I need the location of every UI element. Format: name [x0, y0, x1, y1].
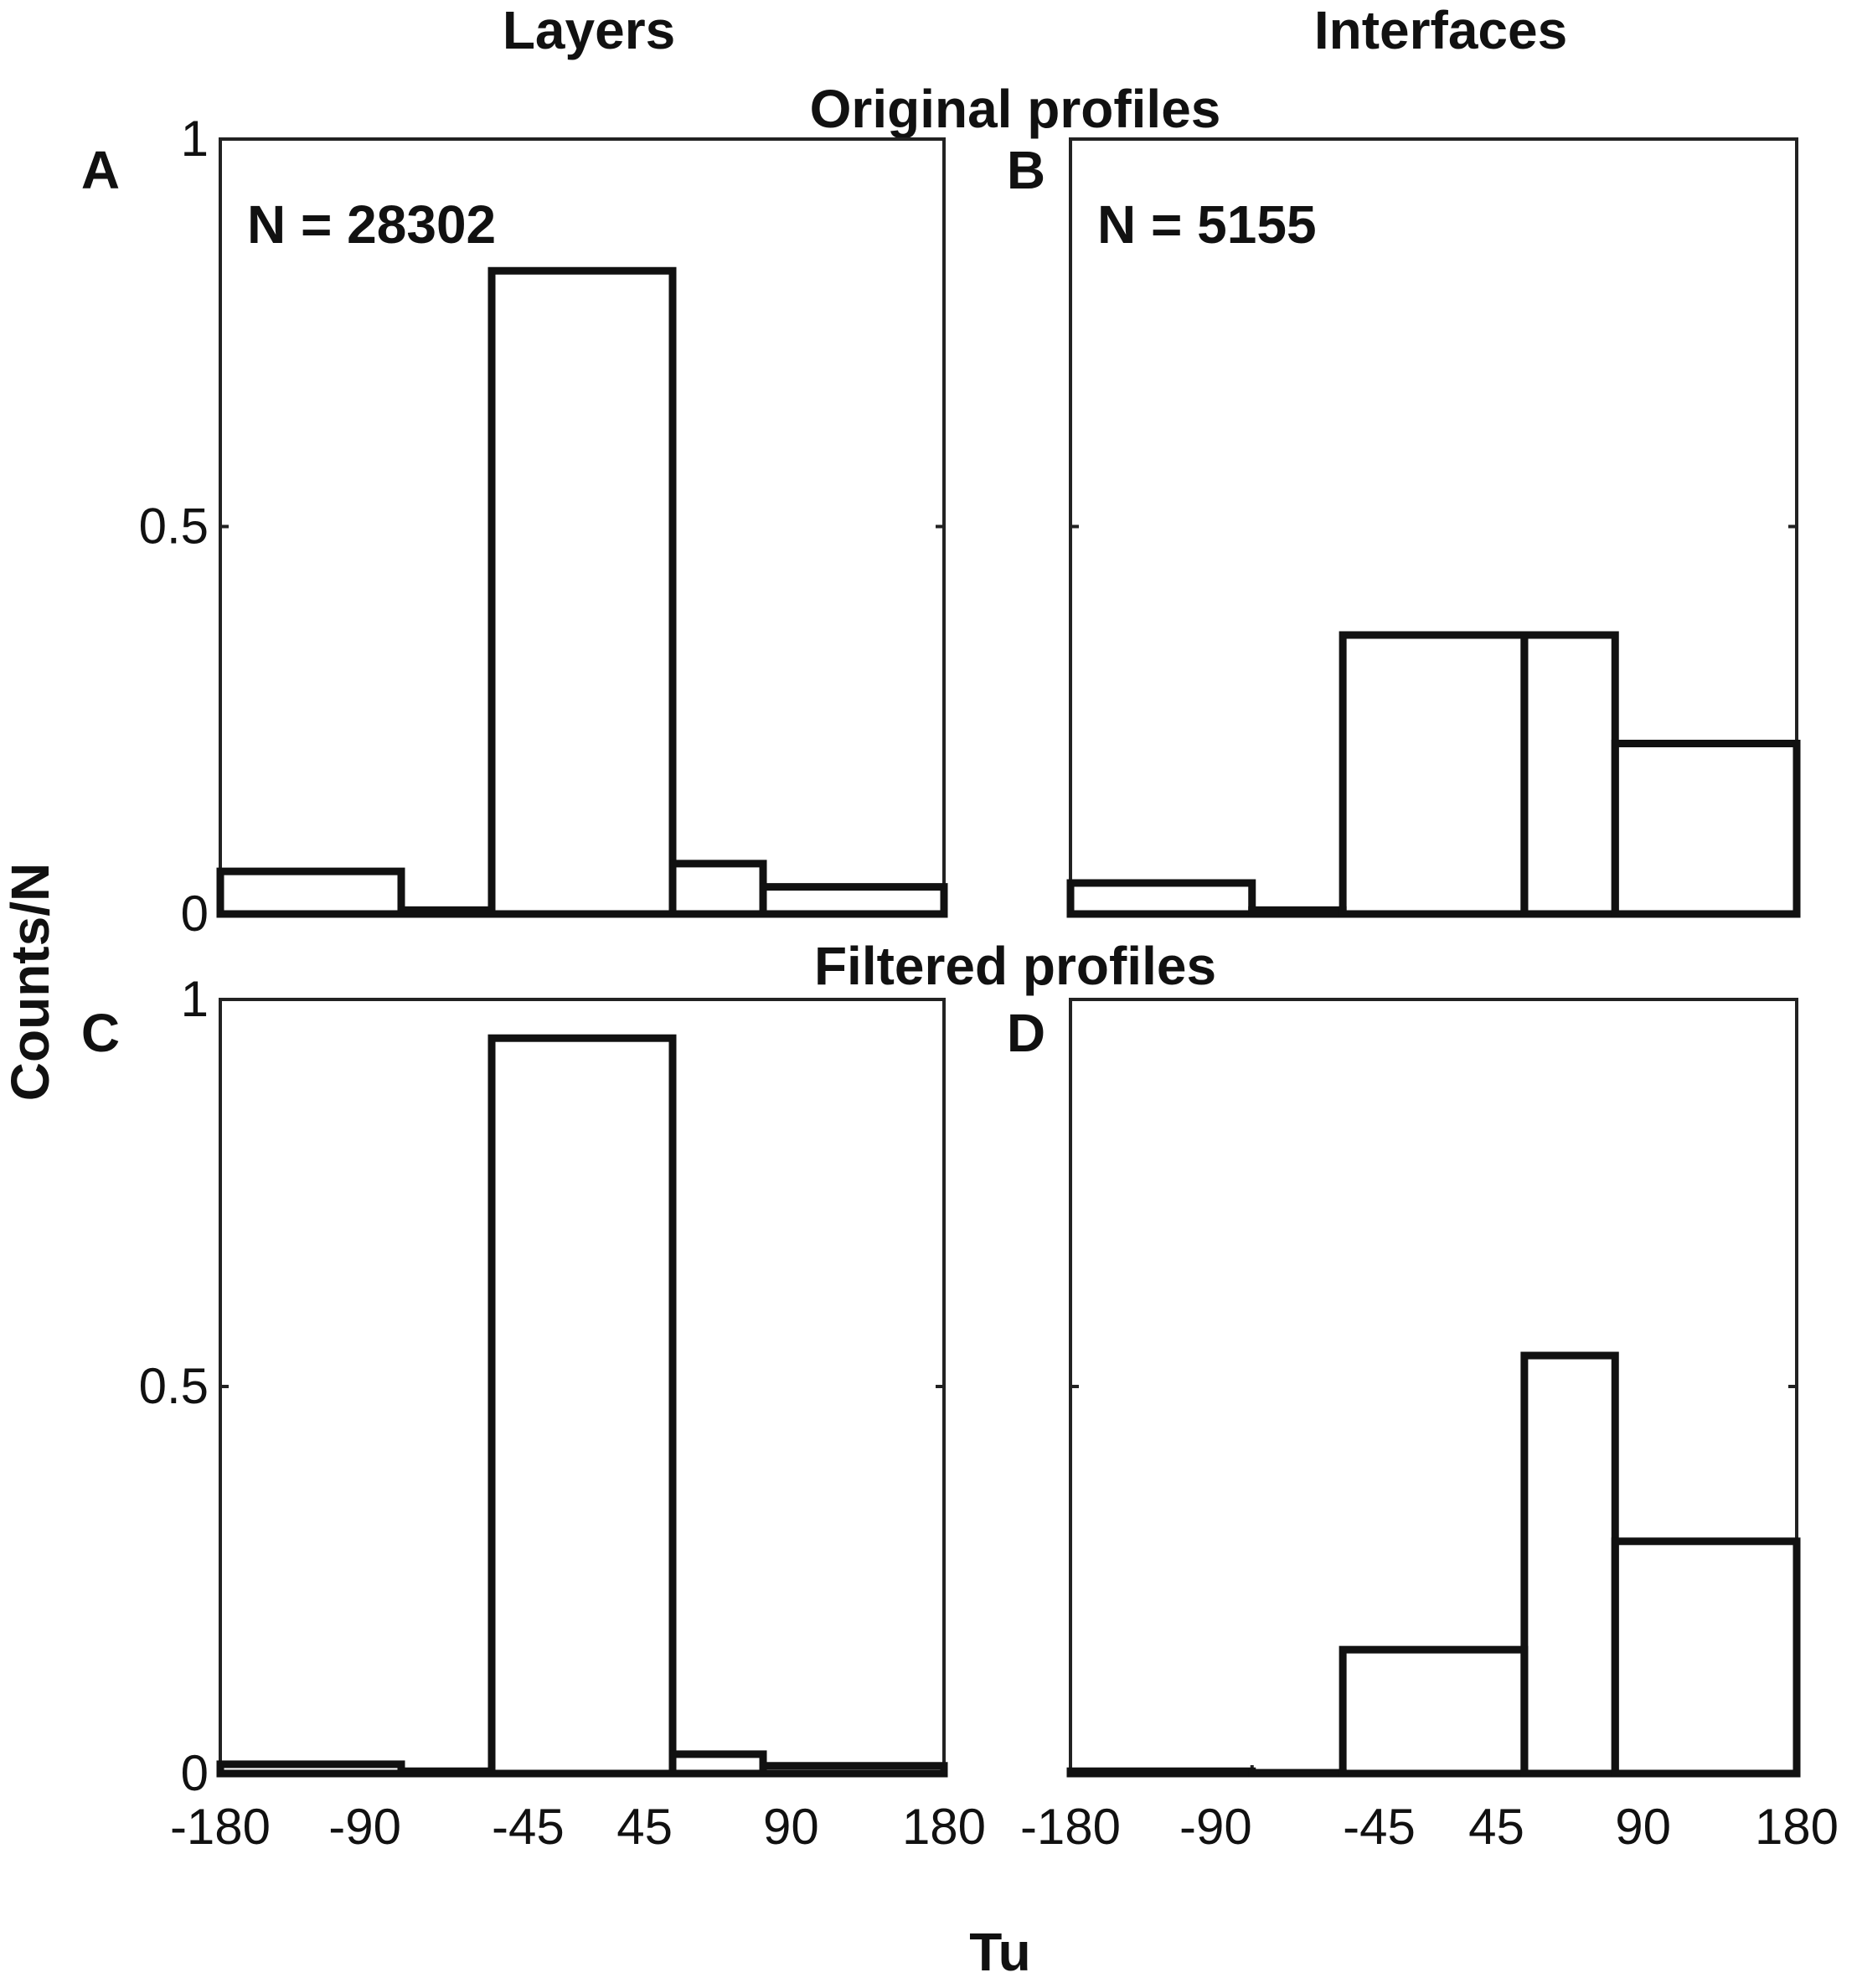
histogram-bar [759, 883, 948, 918]
panel-label: C [81, 1003, 120, 1063]
x-axis-label: Tu [969, 1922, 1030, 1982]
x-tick-label: -90 [1179, 1799, 1252, 1855]
x-tick-label: 180 [902, 1799, 986, 1855]
histogram-bar [216, 867, 405, 918]
histogram-bar [1520, 1351, 1619, 1778]
histogram-bar [1339, 631, 1529, 918]
histogram-bar [1611, 740, 1801, 918]
x-tick-label: 45 [1468, 1799, 1524, 1855]
sample-size-annotation: N = 28302 [247, 194, 496, 255]
column-title-layers: Layers [503, 0, 675, 60]
histogram-bar [1248, 906, 1347, 918]
histogram-bar [668, 1750, 767, 1778]
histogram-bar [1339, 1645, 1529, 1778]
panels-group: 0 0.5 1 A N = 28302 B N = 5155 0 0.5 1 -180 -90 -45 4… [81, 111, 1839, 1855]
histogram-bar [1066, 879, 1256, 918]
y-tick-label: 0.5 [139, 1358, 209, 1414]
panel-a: 0 0.5 1 A N = 28302 [81, 111, 948, 942]
histogram-bar [397, 1767, 496, 1778]
histogram-bar [1520, 631, 1619, 918]
x-tick-label: -90 [328, 1799, 401, 1855]
histogram-bar [759, 1762, 948, 1778]
histogram-bar [1066, 1767, 1256, 1778]
panel-label: D [1007, 1003, 1045, 1063]
axes-frame [1069, 998, 1798, 1775]
histogram-bar [397, 906, 496, 918]
row-title-filtered: Filtered profiles [814, 936, 1216, 996]
column-title-interfaces: Interfaces [1314, 0, 1567, 60]
panel-c: 0 0.5 1 -180 -90 -45 45 90 180 C [81, 971, 986, 1855]
axes-frame [219, 998, 946, 1775]
y-tick-label: 1 [181, 971, 209, 1027]
axes-frame [1069, 137, 1798, 916]
x-tick-label: -45 [1343, 1799, 1416, 1855]
panel-d: -180 -90 -45 45 90 180 D [1007, 998, 1839, 1855]
row-title-original: Original profiles [810, 79, 1221, 139]
histogram-bar [1248, 1769, 1347, 1778]
x-tick-label: 90 [763, 1799, 819, 1855]
histogram-bar [216, 1760, 405, 1778]
x-tick-label: -45 [492, 1799, 565, 1855]
axes-frame [219, 137, 946, 916]
x-tick-label: -180 [1020, 1799, 1121, 1855]
histogram-bar [1611, 1537, 1801, 1778]
sample-size-annotation: N = 5155 [1097, 194, 1317, 255]
x-tick-label: 90 [1615, 1799, 1671, 1855]
panel-label: A [81, 140, 120, 200]
x-tick-label: 45 [616, 1799, 673, 1855]
panel-label: B [1007, 140, 1045, 200]
x-tick-label: 180 [1755, 1799, 1839, 1855]
y-tick-label: 1 [181, 111, 209, 167]
y-tick-label: 0.5 [139, 498, 209, 555]
x-tick-label: -180 [170, 1799, 271, 1855]
histogram-bar [487, 1034, 677, 1778]
y-axis-label: Counts/N [0, 863, 60, 1101]
y-tick-label: 0 [181, 1745, 209, 1801]
histogram-bar [487, 266, 677, 918]
panel-b: B N = 5155 [1007, 137, 1801, 918]
histogram-bar [668, 860, 767, 918]
y-tick-label: 0 [181, 886, 209, 942]
